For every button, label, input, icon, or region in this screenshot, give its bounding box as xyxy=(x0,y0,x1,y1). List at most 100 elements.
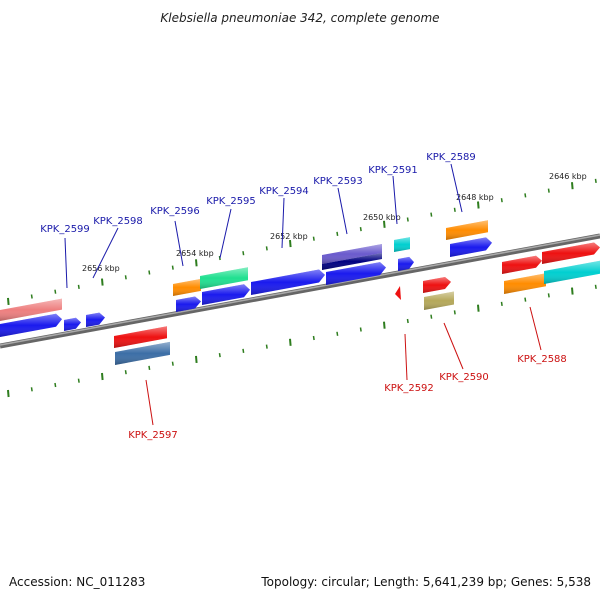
gene-box-orange-1-shade xyxy=(173,278,201,296)
map-title: Klebsiella pneumoniae 342, complete geno… xyxy=(160,11,439,25)
tick-mark-upper xyxy=(265,246,268,251)
tick-mark-lower xyxy=(594,284,597,289)
gene-box-blue-7-shade xyxy=(326,262,386,285)
gene-box-blue-2-shade xyxy=(64,317,81,331)
kbp-label-2656: 2656 kbp xyxy=(82,264,120,273)
gene-box-blue-6-shade xyxy=(251,269,325,295)
tick-mark-upper xyxy=(195,259,198,267)
tick-mark-lower xyxy=(30,387,33,392)
tick-mark-upper xyxy=(148,270,151,275)
tick-mark-lower xyxy=(453,310,456,315)
tick-mark-upper xyxy=(289,240,292,248)
gene-label-kpk-2598[interactable]: KPK_2598 xyxy=(93,216,143,227)
tick-mark-lower xyxy=(383,321,386,329)
gene-box-blue-5-shade xyxy=(202,284,250,305)
gene-box-blue-9-shade xyxy=(450,237,492,257)
gene-label-kpk-2599[interactable]: KPK_2599 xyxy=(40,224,90,235)
kbp-label-2648: 2648 kbp xyxy=(456,193,494,202)
tick-mark-upper xyxy=(101,278,104,286)
gene-label-kpk-2595[interactable]: KPK_2595 xyxy=(206,196,256,207)
tick-mark-upper xyxy=(54,289,57,294)
gene-box-red-right-2-shade xyxy=(542,242,600,264)
kbp-label-2646: 2646 kbp xyxy=(549,172,587,181)
tick-mark-upper xyxy=(594,178,597,184)
tick-mark-upper xyxy=(30,294,33,299)
tick-mark-lower xyxy=(265,344,268,349)
tick-mark-lower xyxy=(524,297,527,302)
genome-summary-text: Topology: circular; Length: 5,641,239 bp… xyxy=(260,575,591,589)
gene-box-navy-shade xyxy=(322,253,382,270)
tick-mark-lower xyxy=(171,361,174,366)
gene-label-kpk-2589[interactable]: KPK_2589 xyxy=(426,152,476,163)
tick-mark-lower xyxy=(547,293,550,298)
gene-box-pink-shade xyxy=(0,298,62,321)
gene-box-orange-3-shade xyxy=(504,273,546,294)
gene-box-blue-1-shade xyxy=(0,313,62,337)
tick-mark-lower xyxy=(359,327,362,332)
tick-mark-upper xyxy=(124,275,127,280)
tick-mark-lower xyxy=(289,338,292,346)
tick-mark-upper xyxy=(406,217,409,222)
tick-mark-upper xyxy=(7,297,10,305)
tick-mark-upper xyxy=(336,231,339,237)
tick-mark-upper xyxy=(171,265,174,270)
gene-label-kpk-2596[interactable]: KPK_2596 xyxy=(150,206,200,217)
tick-mark-upper xyxy=(77,284,80,290)
tick-track-lower xyxy=(7,284,597,398)
tick-mark-lower xyxy=(312,335,315,341)
tick-mark-upper xyxy=(359,226,362,232)
tick-mark-lower xyxy=(477,304,480,312)
tick-mark-upper xyxy=(453,207,456,212)
tick-mark-upper xyxy=(571,182,574,190)
gene-box-red-right-1-shade xyxy=(502,255,542,274)
gene-box-olive-shade xyxy=(424,291,454,310)
gene-label-kpk-2590[interactable]: KPK_2590 xyxy=(439,372,489,383)
gene-box-kpk-2597-red-shade xyxy=(114,326,167,348)
gene-box-purple-shade xyxy=(322,244,382,264)
gene-features xyxy=(0,220,600,365)
tick-mark-lower xyxy=(218,352,221,358)
tick-mark-lower xyxy=(571,287,574,295)
tick-mark-upper xyxy=(477,201,480,209)
tick-mark-upper xyxy=(430,212,433,217)
tick-mark-lower xyxy=(77,378,80,383)
gene-box-kpk-2597-steel-shade xyxy=(115,341,170,365)
gene-label-kpk-2593[interactable]: KPK_2593 xyxy=(313,176,363,187)
gene-box-cyan-right-shade xyxy=(544,260,600,284)
genome-backbone xyxy=(0,233,600,349)
tick-mark-lower xyxy=(406,318,409,324)
tick-mark-upper xyxy=(312,236,315,241)
tick-mark-upper xyxy=(500,198,503,203)
accession-text: Accession: NC_011283 xyxy=(9,575,145,589)
tick-mark-upper xyxy=(383,220,386,228)
gene-label-kpk-2588[interactable]: KPK_2588 xyxy=(517,354,567,365)
tick-mark-upper xyxy=(242,251,245,256)
tick-mark-lower xyxy=(430,314,433,319)
tick-mark-lower xyxy=(148,365,151,371)
gene-box-orange-2-shade xyxy=(446,220,488,240)
tick-mark-upper xyxy=(218,255,221,261)
tick-mark-lower xyxy=(101,372,104,381)
tick-mark-lower xyxy=(336,331,339,336)
gene-label-kpk-2592[interactable]: KPK_2592 xyxy=(384,383,434,394)
gene-label-kpk-2594[interactable]: KPK_2594 xyxy=(259,186,309,197)
tick-track-upper xyxy=(7,178,597,305)
gene-box-kpk-2592-red-shade xyxy=(423,277,451,293)
tick-mark-lower xyxy=(500,301,503,307)
leader-lines xyxy=(64,163,542,426)
gene-box-blue-4-shade xyxy=(176,296,201,312)
tick-mark-lower xyxy=(195,355,198,363)
tick-mark-lower xyxy=(124,370,127,375)
gene-marker-red-triangle xyxy=(395,286,401,300)
tick-mark-lower xyxy=(7,389,10,398)
gene-box-cyan-small-shade xyxy=(394,237,410,252)
gene-box-blue-8-shade xyxy=(398,256,414,271)
kbp-label-2652: 2652 kbp xyxy=(270,232,308,241)
gene-box-blue-3-shade xyxy=(86,312,105,327)
tick-mark-upper xyxy=(547,188,550,193)
kbp-label-2650: 2650 kbp xyxy=(363,213,401,222)
gene-label-kpk-2591[interactable]: KPK_2591 xyxy=(368,165,418,176)
gene-label-kpk-2597[interactable]: KPK_2597 xyxy=(128,430,178,441)
kbp-label-2654: 2654 kbp xyxy=(176,249,214,258)
